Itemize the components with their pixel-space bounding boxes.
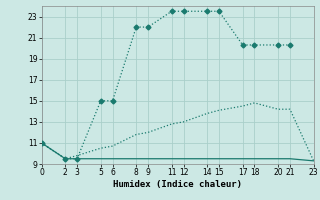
X-axis label: Humidex (Indice chaleur): Humidex (Indice chaleur) — [113, 180, 242, 189]
